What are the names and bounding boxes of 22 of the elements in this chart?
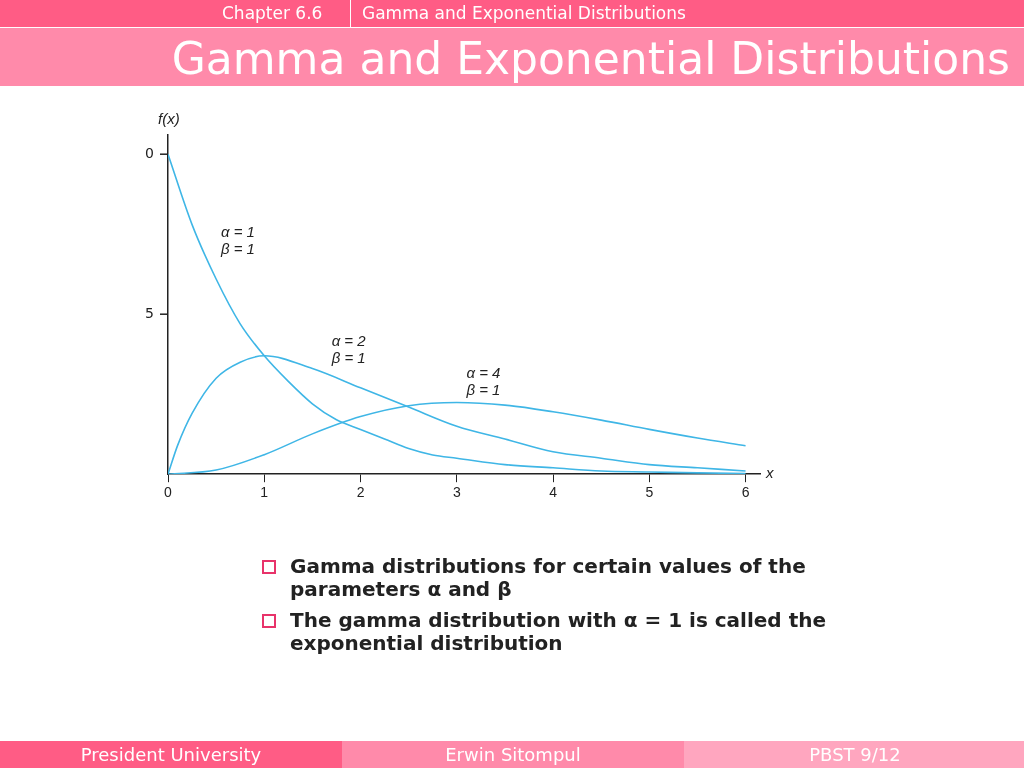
text: Erwin Sitompul [342,741,684,768]
text: 5 [145,304,154,321]
annotation: α = 2 β = 1 [330,332,367,367]
chart-subtitle: Chapter 6.6 [222,3,323,23]
x-axis-title: x [765,464,774,482]
y-axis-title: f(x) [158,109,180,127]
x-tick-label: 0 [164,484,173,501]
x-tick-label: 2 [356,484,365,501]
text: President University [0,741,342,768]
x-tick-label: 4 [549,484,558,501]
chart-title: Gamma and Exponential Distributions [171,33,1010,84]
text: Gamma distributions for certain values of the parameters α and β [290,554,806,601]
text: 0 [145,144,154,161]
x-tick-label: 5 [645,484,654,501]
annotation: α = 4 β = 1 [465,364,501,399]
text: PBST 9/12 [684,741,1024,768]
x-tick-label: 3 [452,484,461,501]
x-tick-label: 1 [260,484,269,501]
text: The gamma distribution with α = 1 is called the exponential distribution [290,608,827,655]
chart-title: Gamma and Exponential Distributions [362,3,686,23]
x-tick-label: 6 [741,484,750,501]
annotation: α = 1 β = 1 [219,223,255,258]
